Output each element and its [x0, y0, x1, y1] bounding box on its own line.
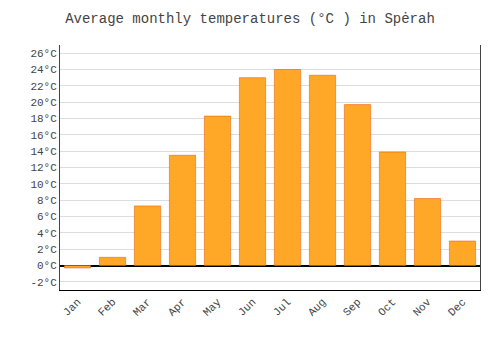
svg-text:0°C: 0°C [37, 260, 57, 272]
svg-text:Oct: Oct [376, 296, 398, 318]
svg-text:2°C: 2°C [37, 244, 57, 256]
svg-text:10°C: 10°C [30, 179, 57, 191]
svg-text:4°C: 4°C [37, 228, 57, 240]
svg-text:24°C: 24°C [30, 64, 57, 76]
svg-text:6°C: 6°C [37, 211, 57, 223]
svg-text:Sep: Sep [341, 296, 363, 318]
svg-text:Nov: Nov [411, 296, 434, 319]
svg-text:18°C: 18°C [30, 113, 57, 125]
svg-text:20°C: 20°C [30, 97, 57, 109]
svg-text:Average monthly temperatures (: Average monthly temperatures (°C ) in Sp… [65, 11, 435, 27]
svg-text:Mar: Mar [131, 296, 153, 318]
svg-text:22°C: 22°C [30, 81, 57, 93]
svg-text:Feb: Feb [96, 296, 118, 318]
svg-text:May: May [201, 296, 224, 319]
svg-text:Dec: Dec [446, 296, 468, 318]
svg-text:14°C: 14°C [30, 146, 57, 158]
svg-text:-2°C: -2°C [30, 277, 57, 289]
svg-text:16°C: 16°C [30, 130, 57, 142]
svg-text:12°C: 12°C [30, 162, 57, 174]
svg-text:Jun: Jun [236, 296, 258, 318]
svg-text:Jan: Jan [61, 296, 83, 318]
svg-text:Jul: Jul [271, 296, 293, 318]
svg-text:26°C: 26°C [30, 48, 57, 60]
svg-text:Aug: Aug [306, 296, 328, 318]
svg-text:8°C: 8°C [37, 195, 57, 207]
svg-text:Apr: Apr [166, 296, 188, 318]
